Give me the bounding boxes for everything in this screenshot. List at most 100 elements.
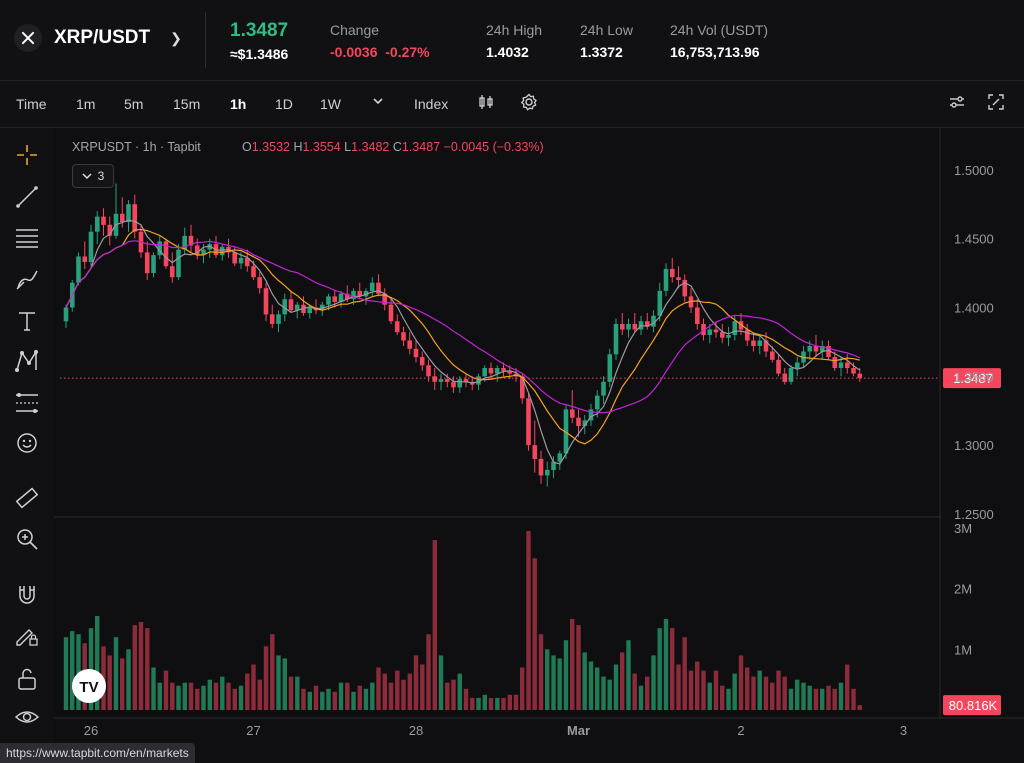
volume-bar [488, 697, 494, 710]
volume-bar [751, 676, 756, 710]
candle-body [538, 458, 544, 476]
volume-bar [370, 682, 375, 710]
last-price-tag [943, 368, 1001, 389]
candle-body [551, 461, 556, 470]
trend-line-icon[interactable] [12, 182, 42, 212]
candle-body [670, 268, 675, 278]
lock-draw-icon[interactable] [12, 620, 42, 650]
index-button[interactable]: Index [414, 96, 449, 112]
candle-body [545, 469, 550, 476]
volume-bar [813, 688, 819, 710]
interval-15m[interactable]: 15m [173, 96, 201, 112]
candle-body [557, 453, 563, 462]
chevron-down-icon[interactable] [372, 94, 384, 110]
time-button[interactable]: Time [16, 96, 47, 112]
candle-body [201, 249, 206, 256]
volume-bar [95, 616, 100, 710]
ruler-icon[interactable] [12, 483, 42, 513]
last-price: 1.3487 [230, 20, 289, 41]
text-icon[interactable] [12, 306, 42, 336]
volume-value: 16,753,713.96 [670, 44, 760, 60]
volume-bar [138, 622, 144, 710]
volume-bar [338, 682, 344, 710]
volume-bar [801, 682, 806, 710]
indicator-toggle[interactable]: 3 [72, 164, 114, 188]
ohlc-open: 1.3532 [251, 140, 290, 154]
time-tick-label: 28 [409, 723, 423, 738]
candle-body [95, 216, 100, 232]
volume-bar [845, 664, 850, 710]
fib-icon[interactable] [12, 388, 42, 418]
candle-body [632, 324, 638, 330]
unlock-icon[interactable] [12, 664, 42, 694]
candle-body [107, 224, 113, 236]
crosshair-icon[interactable] [12, 140, 42, 170]
pair-selector[interactable]: XRP/USDT ❯ [14, 24, 182, 52]
indicator-settings-icon[interactable] [948, 94, 966, 113]
change-label: Change [330, 22, 380, 38]
candle-body [251, 266, 256, 278]
candle-body [488, 368, 494, 374]
interval-5m[interactable]: 5m [124, 96, 144, 112]
volume-bar [820, 688, 825, 710]
eye-icon[interactable] [12, 702, 42, 732]
volume-bar [401, 679, 406, 710]
volume-bar [551, 655, 556, 710]
candle-body [788, 368, 794, 382]
volume-bar [513, 694, 519, 710]
interval-1d[interactable]: 1D [275, 96, 293, 112]
interval-1h[interactable]: 1h [230, 96, 247, 112]
volume-label: 24h Vol (USDT) [670, 22, 769, 38]
chevron-down-icon[interactable]: ❯ [170, 29, 182, 46]
pattern-icon[interactable] [12, 346, 42, 376]
candle-body [820, 346, 825, 352]
candle-body [444, 379, 450, 382]
brush-icon[interactable] [12, 264, 42, 294]
candle-body [795, 362, 800, 368]
candle-type-icon[interactable] [478, 93, 494, 114]
candle-body [813, 346, 819, 352]
fullscreen-icon[interactable] [988, 94, 1004, 113]
volume-bar [701, 670, 706, 710]
volume-bar [195, 688, 200, 710]
candle-body [613, 324, 619, 355]
volume-tick-label: 2M [954, 582, 972, 597]
volume-bar [726, 688, 731, 710]
volume-bar [851, 688, 856, 710]
volume-bar [320, 691, 325, 710]
candle-body [501, 368, 506, 371]
volume-bar [182, 682, 187, 710]
volume-bar [163, 670, 169, 710]
price-tick-label: 1.4000 [954, 301, 994, 316]
volume-bar [238, 685, 244, 710]
volume-bar [638, 685, 644, 710]
candle-body [332, 296, 337, 302]
chart-toolbar: Time 1m 5m 15m 1h 1D 1W Index [0, 81, 1024, 128]
volume-bar [676, 664, 681, 710]
interval-1m[interactable]: 1m [76, 96, 96, 112]
volume-bar [620, 652, 625, 710]
volume-bar [301, 688, 306, 710]
settings-icon[interactable] [520, 93, 538, 114]
candle-body [751, 340, 756, 346]
candle-body [807, 346, 813, 352]
candle-body [307, 307, 312, 313]
volume-bar [770, 682, 775, 710]
volume-bar [307, 691, 312, 710]
candle-body [563, 409, 569, 454]
chart-canvas[interactable]: 1.3487 1.5000 1.4500 1.4000 1.3500 1.3000 1.25… [0, 128, 1024, 743]
xrp-logo-icon [14, 24, 42, 52]
horizontal-lines-icon[interactable] [12, 222, 42, 252]
candle-body [388, 304, 394, 322]
volume-bar [332, 691, 337, 710]
zoom-in-icon[interactable] [12, 524, 42, 554]
interval-1w[interactable]: 1W [320, 96, 341, 112]
candle-body [407, 340, 412, 349]
candle-body [595, 395, 600, 410]
volume-bar [838, 682, 844, 710]
candle-body [276, 314, 281, 324]
high-value: 1.4032 [486, 44, 529, 60]
emoji-icon[interactable] [12, 428, 42, 458]
magnet-icon[interactable] [12, 580, 42, 610]
volume-bar [520, 667, 525, 710]
